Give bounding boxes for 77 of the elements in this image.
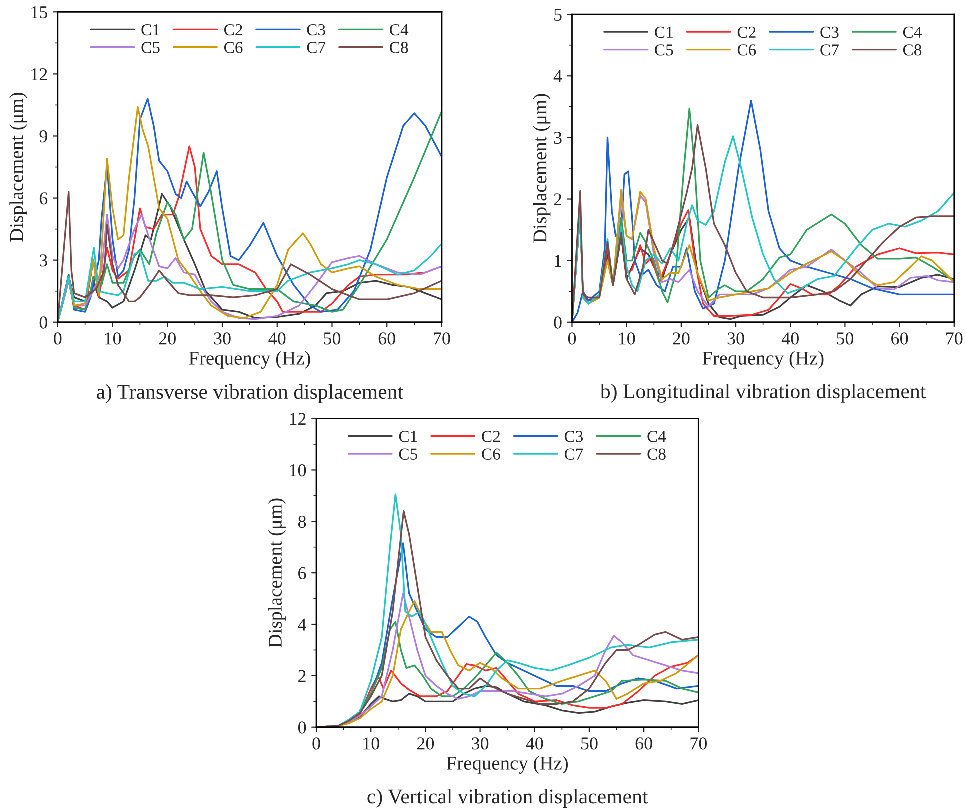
x-tick-label: 60 xyxy=(378,332,396,345)
y-tick-label: 2 xyxy=(298,670,306,682)
x-axis-title: Frequency (Hz) xyxy=(702,351,824,369)
x-tick-label: 60 xyxy=(892,332,908,345)
legend-label: C4 xyxy=(390,24,409,36)
x-tick-label: 50 xyxy=(324,332,341,345)
legend-label: C8 xyxy=(390,42,408,54)
legend-label: C4 xyxy=(648,431,666,442)
x-tick-label: 0 xyxy=(54,332,62,345)
legend-label: C7 xyxy=(820,44,839,56)
y-tick-label: 12 xyxy=(32,68,48,80)
y-tick-label: 0 xyxy=(40,316,48,329)
y-axis-title: Displacement (μm) xyxy=(533,94,551,244)
y-tick-label: 3 xyxy=(554,132,562,144)
x-tick-label: 30 xyxy=(214,332,231,345)
legend-label: C3 xyxy=(564,431,584,442)
x-tick-label: 70 xyxy=(690,738,707,750)
y-tick-label: 1 xyxy=(555,255,562,268)
legend-label: C5 xyxy=(142,42,160,54)
x-tick-label: 10 xyxy=(105,332,122,345)
x-tick-label: 0 xyxy=(312,738,320,750)
legend-label: C5 xyxy=(399,448,418,460)
x-tick-label: 40 xyxy=(526,738,544,750)
legend-label: C2 xyxy=(738,26,756,38)
x-tick-label: 20 xyxy=(417,738,434,750)
y-tick-label: 15 xyxy=(32,6,48,19)
y-tick-label: 4 xyxy=(554,70,562,82)
y-tick-label: 6 xyxy=(298,567,306,580)
y-tick-label: 12 xyxy=(290,413,306,426)
y-tick-label: 0 xyxy=(298,722,306,734)
x-tick-label: 30 xyxy=(728,332,744,345)
y-axis-title: Displacement (μm) xyxy=(10,92,28,242)
text: a) Transverse vibration displacement xyxy=(97,384,404,404)
x-tick-label: 10 xyxy=(619,332,636,345)
line-series xyxy=(359,542,699,712)
x-tick-label: 60 xyxy=(636,738,652,750)
x-tick-label: 20 xyxy=(673,332,690,345)
y-tick-label: 6 xyxy=(40,192,48,205)
legend-label: C7 xyxy=(307,42,326,54)
legend-label: C8 xyxy=(903,44,922,56)
legend-label: C8 xyxy=(648,448,666,460)
x-axis-title: Frequency (Hz) xyxy=(446,756,568,774)
y-tick-label: 5 xyxy=(554,9,562,22)
legend-label: C6 xyxy=(738,44,756,56)
x-tick-label: 40 xyxy=(268,332,286,345)
y-tick-label: 3 xyxy=(40,254,48,267)
x-tick-label: 40 xyxy=(782,332,799,345)
x-axis-title: Frequency (Hz) xyxy=(189,351,310,369)
x-tick-label: 0 xyxy=(568,332,576,345)
legend-label: C6 xyxy=(482,448,500,460)
y-axis-title: Displacement (μm) xyxy=(268,498,286,648)
y-tick-label: 10 xyxy=(290,464,306,477)
legend-label: C4 xyxy=(903,26,922,38)
y-tick-label: 8 xyxy=(298,516,306,528)
legend-label: C3 xyxy=(307,24,326,36)
legend-label: C5 xyxy=(655,44,674,56)
legend-label: C1 xyxy=(655,26,673,38)
x-tick-label: 50 xyxy=(582,738,598,750)
x-tick-label: 30 xyxy=(472,738,489,750)
legend-label: C2 xyxy=(482,431,500,442)
y-tick-label: 9 xyxy=(40,130,48,143)
text: b) Longitudinal vibration displacement xyxy=(600,384,926,403)
legend-label: C3 xyxy=(820,26,839,38)
legend-label: C6 xyxy=(224,42,243,54)
x-tick-label: 20 xyxy=(159,332,176,345)
y-tick-label: 2 xyxy=(554,194,562,206)
legend-label: C1 xyxy=(142,24,160,36)
x-tick-label: 50 xyxy=(837,332,854,345)
x-tick-label: 10 xyxy=(364,738,380,750)
y-tick-label: 0 xyxy=(554,316,562,329)
text: c) Vertical vibration displacement xyxy=(368,789,648,808)
x-tick-label: 70 xyxy=(946,332,963,345)
legend-label: C1 xyxy=(399,431,418,442)
y-tick-label: 4 xyxy=(298,618,307,631)
legend-label: C2 xyxy=(224,24,242,36)
x-tick-label: 70 xyxy=(434,332,450,345)
legend-label: C7 xyxy=(564,448,584,460)
